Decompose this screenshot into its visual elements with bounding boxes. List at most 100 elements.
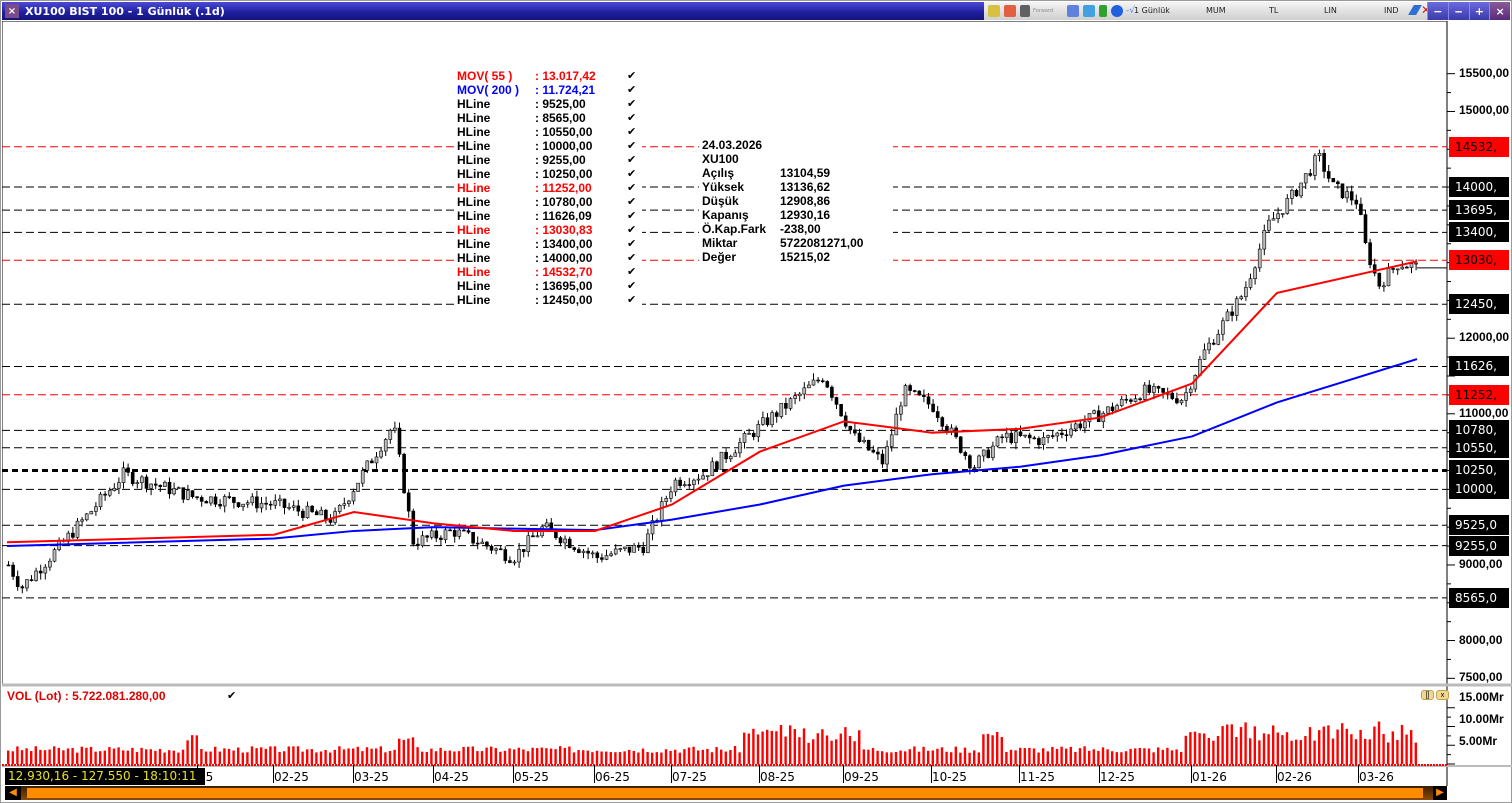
- legend-name: HLine: [457, 251, 491, 265]
- legend-value: : 14532,70: [535, 265, 593, 279]
- volume-visible-check-icon[interactable]: ✔: [227, 690, 237, 702]
- legend-visible-check-icon[interactable]: ✔: [627, 154, 637, 166]
- legend-name: HLine: [457, 209, 491, 223]
- info-value: 13136,62: [780, 180, 831, 194]
- legend-visible-check-icon[interactable]: ✔: [627, 210, 637, 222]
- legend-name: HLine: [457, 223, 491, 237]
- legend-value: : 13400,00: [535, 237, 593, 251]
- maximize-button[interactable]: +: [1468, 2, 1490, 20]
- scroll-left-icon[interactable]: ◀: [5, 786, 21, 800]
- pane-maximize-button[interactable]: []: [1421, 690, 1434, 700]
- info-value: 12930,16: [780, 208, 831, 222]
- volume-axis-label: 10.00Mr: [1459, 712, 1504, 726]
- legend-visible-check-icon[interactable]: ✔: [627, 126, 637, 138]
- legend-value: : 8565,00: [535, 111, 586, 125]
- pane-close-button[interactable]: x: [1436, 690, 1449, 700]
- legend-visible-check-icon[interactable]: ✔: [627, 252, 637, 264]
- legend-value: : 13030,83: [535, 223, 593, 237]
- time-axis-label: 06-25: [595, 770, 630, 784]
- pencil-icon[interactable]: [1099, 5, 1107, 17]
- volume-axis-label: 15.00Mr: [1459, 690, 1504, 704]
- time-axis-tick: [1276, 765, 1277, 783]
- time-axis-tick: [1358, 765, 1359, 783]
- time-axis-tick: [843, 765, 844, 783]
- legend-value: : 11626,09: [535, 209, 592, 223]
- legend-name: HLine: [457, 139, 491, 153]
- price-axis-label: 7500,00: [1459, 670, 1503, 685]
- indicators-menu[interactable]: IND: [1384, 6, 1399, 15]
- time-axis-tick: [273, 765, 274, 783]
- close-chart-icon[interactable]: ×: [5, 4, 19, 18]
- chart-icon[interactable]: [1083, 5, 1095, 17]
- legend-visible-check-icon[interactable]: ✔: [627, 140, 637, 152]
- legend-value: : 13695,00: [535, 279, 593, 293]
- minimize-button[interactable]: −: [1427, 2, 1448, 20]
- currency-selector[interactable]: TL: [1269, 6, 1279, 15]
- tools-icon[interactable]: ✕: [1421, 4, 1431, 16]
- legend-visible-check-icon[interactable]: ✔: [627, 224, 637, 236]
- hline-price-tag: 9525,0: [1449, 515, 1509, 536]
- legend-visible-check-icon[interactable]: ✔: [627, 266, 637, 278]
- legend-visible-check-icon[interactable]: ✔: [627, 168, 637, 180]
- legend-visible-check-icon[interactable]: ✔: [627, 98, 637, 110]
- legend-name: HLine: [457, 181, 491, 195]
- chart-type-selector[interactable]: MUM: [1206, 6, 1226, 15]
- legend-value: : 10550,00: [535, 125, 593, 139]
- arrow-icon[interactable]: [1408, 5, 1422, 15]
- restore-button[interactable]: ‒: [1447, 2, 1469, 20]
- legend-name: HLine: [457, 293, 491, 307]
- period-selector[interactable]: 1 Günlük: [1134, 6, 1170, 15]
- legend-visible-check-icon[interactable]: ✔: [627, 280, 637, 292]
- hline-price-tag: 8565,0: [1449, 587, 1509, 608]
- legend-visible-check-icon[interactable]: ✔: [627, 196, 637, 208]
- time-axis-label: 03-25: [354, 770, 389, 784]
- time-axis-tick: [931, 765, 932, 783]
- crosshair-status: 12.930,16 - 127.550 - 18:10:11: [5, 768, 205, 785]
- time-axis-label: 02-26: [1277, 770, 1312, 784]
- legend-visible-check-icon[interactable]: ✔: [627, 238, 637, 250]
- info-label: Yüksek: [702, 180, 745, 194]
- hline-price-tag: 13400,: [1449, 222, 1509, 243]
- legend-name: HLine: [457, 265, 491, 279]
- time-axis-tick: [759, 765, 760, 783]
- time-axis-tick: [594, 765, 595, 783]
- info-value: 13104,59: [780, 166, 831, 180]
- line-tool-icon[interactable]: -√: [1126, 6, 1135, 16]
- info-label: Değer: [702, 250, 737, 264]
- legend-visible-check-icon[interactable]: ✔: [627, 84, 637, 96]
- horizontal-scrollbar[interactable]: ◀ ▶: [5, 786, 1447, 800]
- time-axis-tick: [353, 765, 354, 783]
- scale-selector[interactable]: LIN: [1324, 6, 1337, 15]
- legend-value: : 14000,00: [535, 251, 593, 265]
- legend-visible-check-icon[interactable]: ✔: [627, 182, 637, 194]
- scroll-right-icon[interactable]: ▶: [1433, 786, 1447, 800]
- price-axis-label: 15500,00: [1459, 65, 1510, 80]
- price-chart-canvas[interactable]: [2, 21, 1512, 786]
- crosshair-icon[interactable]: [1111, 5, 1123, 17]
- hline-price-tag: 12450,: [1449, 294, 1509, 315]
- forward-icon[interactable]: [1020, 5, 1030, 17]
- forward-label: Forward: [1033, 8, 1054, 14]
- legend-visible-check-icon[interactable]: ✔: [627, 294, 637, 306]
- scroll-thumb[interactable]: [27, 788, 1423, 798]
- info-date: 24.03.2026: [702, 138, 763, 152]
- info-label: Kapanış: [702, 208, 749, 222]
- time-axis-label: 09-25: [844, 770, 879, 784]
- time-axis-tick: [1019, 765, 1020, 783]
- indicator-icon[interactable]: [988, 5, 1000, 17]
- price-axis-label: 15000,00: [1459, 103, 1510, 118]
- price-axis-label: 8000,00: [1459, 632, 1503, 647]
- legend-visible-check-icon[interactable]: ✔: [627, 112, 637, 124]
- legend-visible-check-icon[interactable]: ✔: [627, 70, 637, 82]
- time-axis-label: 03-26: [1359, 770, 1394, 784]
- grid-icon[interactable]: [1067, 5, 1079, 17]
- info-value: 12908,86: [780, 194, 831, 208]
- template-icon[interactable]: [1004, 5, 1016, 17]
- info-value: -238,00: [780, 222, 821, 236]
- time-axis-label: 01-26: [1192, 770, 1227, 784]
- price-axis-label: 11000,00: [1459, 405, 1509, 420]
- legend-name: HLine: [457, 125, 491, 139]
- hline-price-tag: 11252,: [1449, 384, 1509, 405]
- close-window-button[interactable]: ×: [1489, 2, 1510, 20]
- window-title: XU100 BIST 100 - 1 Günlük (.1d): [25, 4, 225, 18]
